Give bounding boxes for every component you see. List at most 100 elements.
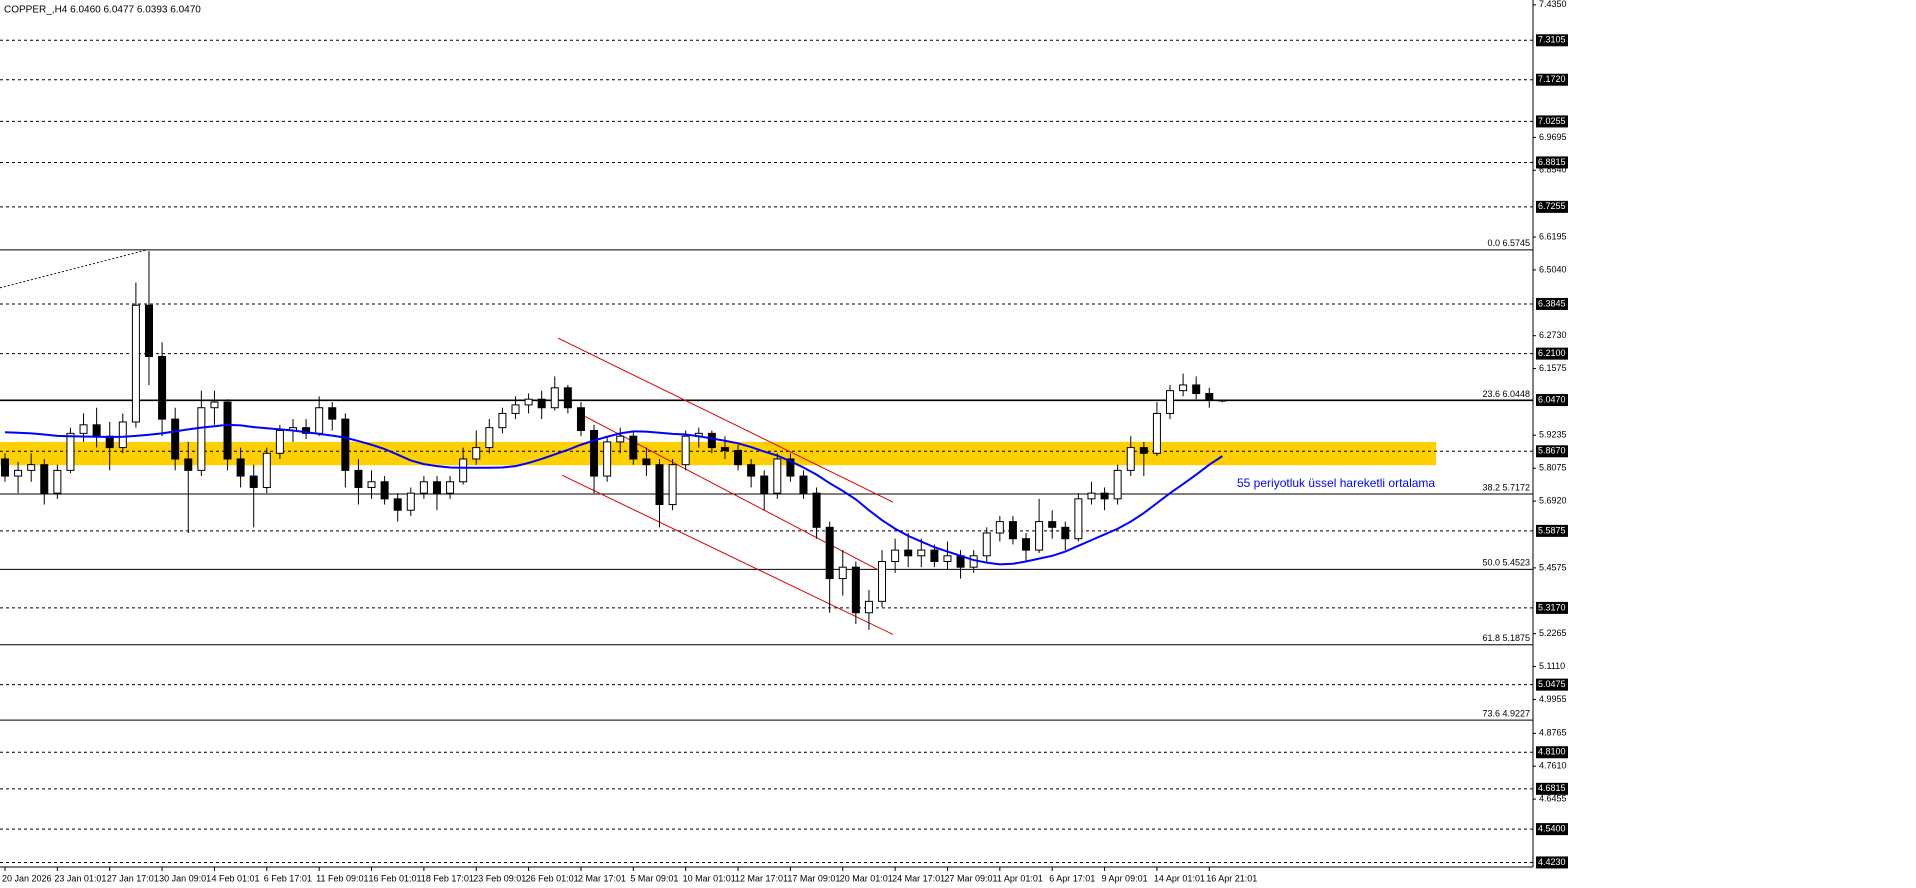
fib-label: 0.0 6.5745 xyxy=(1487,238,1530,248)
candle-body xyxy=(223,401,232,460)
candle-body xyxy=(367,481,376,488)
candle-body xyxy=(825,526,834,580)
candle-body xyxy=(917,549,926,557)
level-box xyxy=(1536,200,1568,213)
x-tick-label: 6 Feb 17:01 xyxy=(264,873,312,883)
y-tick-label: 4.8765 xyxy=(1539,728,1567,738)
level-box xyxy=(1536,34,1568,47)
x-tick-label: 23 Feb 09:01 xyxy=(473,873,526,883)
candle-body xyxy=(851,566,860,614)
x-tick-label: 16 Apr 21:01 xyxy=(1206,873,1257,883)
level-box xyxy=(1536,347,1568,360)
level-label: 6.7255 xyxy=(1538,201,1566,211)
candle-body xyxy=(249,475,258,488)
candle-body xyxy=(1113,469,1122,500)
y-tick-label: 6.8540 xyxy=(1539,165,1567,175)
price-box xyxy=(1536,394,1568,407)
y-tick-label: 4.9955 xyxy=(1539,694,1567,704)
level-label: 4.6815 xyxy=(1538,783,1566,793)
y-tick-label: 5.2265 xyxy=(1539,628,1567,638)
candle-body xyxy=(720,447,729,451)
level-label: 5.0475 xyxy=(1538,679,1566,689)
level-box xyxy=(1536,746,1568,759)
candle-body xyxy=(1205,392,1214,401)
level-label: 5.5875 xyxy=(1538,525,1566,535)
candle-body xyxy=(943,555,952,562)
y-tick-label: 6.2730 xyxy=(1539,330,1567,340)
x-tick-label: 23 Jan 01:01 xyxy=(54,873,106,883)
candle-body xyxy=(118,421,127,449)
fib-label: 50.0 5.4523 xyxy=(1482,558,1530,568)
level-box xyxy=(1536,524,1568,537)
level-box xyxy=(1536,297,1568,310)
fib-label: 73.6 4.9227 xyxy=(1482,709,1530,719)
candle-body xyxy=(1048,521,1057,528)
y-tick-label: 5.8075 xyxy=(1539,463,1567,473)
trend-line xyxy=(0,250,147,288)
candle-body xyxy=(1100,492,1109,500)
candle-body xyxy=(707,432,716,449)
candle-body xyxy=(864,600,873,614)
x-tick-label: 2 Mar 17:01 xyxy=(578,873,626,883)
candle-body xyxy=(904,549,913,557)
x-tick-label: 10 Mar 01:01 xyxy=(683,873,736,883)
level-box xyxy=(1536,445,1568,458)
level-label: 4.8100 xyxy=(1538,747,1566,757)
level-box xyxy=(1536,782,1568,795)
level-label: 5.8670 xyxy=(1538,446,1566,456)
x-tick-label: 6 Apr 17:01 xyxy=(1049,873,1095,883)
x-tick-label: 9 Apr 09:01 xyxy=(1102,873,1148,883)
y-tick-label: 5.4575 xyxy=(1539,562,1567,572)
candle-body xyxy=(341,418,350,471)
x-tick-label: 20 Jan 2026 xyxy=(2,873,52,883)
candle-body xyxy=(197,407,206,471)
candle-body xyxy=(236,458,245,477)
candle-body xyxy=(459,458,468,483)
fib-label: 61.8 5.1875 xyxy=(1482,633,1530,643)
candle-body xyxy=(982,532,991,557)
candle-body xyxy=(40,464,49,494)
candle-body xyxy=(1035,521,1044,551)
level-label: 7.0255 xyxy=(1538,116,1566,126)
candle-body xyxy=(838,566,847,580)
candle-body xyxy=(158,355,167,420)
candle-body xyxy=(406,492,415,511)
x-tick-label: 17 Mar 09:01 xyxy=(787,873,840,883)
level-label: 7.3105 xyxy=(1538,35,1566,45)
candle-body xyxy=(66,432,75,471)
candle-body xyxy=(576,407,585,432)
candle-body xyxy=(1087,492,1096,500)
candle-body xyxy=(603,441,612,477)
candle-body xyxy=(393,498,402,511)
x-tick-label: 20 Mar 01:01 xyxy=(840,873,893,883)
candle-body xyxy=(760,475,769,494)
level-box xyxy=(1536,678,1568,691)
candle-body xyxy=(144,304,153,357)
candle-body xyxy=(930,549,939,562)
zone xyxy=(0,441,1436,466)
candle-body xyxy=(210,401,219,409)
ema-line xyxy=(4,423,1223,566)
candle-body xyxy=(1008,521,1017,540)
candle-body xyxy=(354,469,363,488)
level-box xyxy=(1536,601,1568,614)
candle-body xyxy=(681,435,690,466)
candle-body xyxy=(1218,399,1227,402)
x-tick-label: 12 Mar 17:01 xyxy=(735,873,788,883)
candle-body xyxy=(537,398,546,409)
candle-body xyxy=(642,458,651,466)
level-box xyxy=(1536,115,1568,128)
candle-body xyxy=(550,387,559,409)
candle-body xyxy=(878,560,887,602)
candle-body xyxy=(328,407,337,420)
level-box xyxy=(1536,73,1568,86)
candle-body xyxy=(655,464,664,506)
level-box xyxy=(1536,856,1568,869)
candle-body xyxy=(92,424,101,437)
y-tick-label: 6.9695 xyxy=(1539,132,1567,142)
y-tick-label: 4.7610 xyxy=(1539,761,1567,771)
fib-label: 23.6 6.0448 xyxy=(1482,389,1530,399)
candle-body xyxy=(1074,498,1083,540)
candle-body xyxy=(27,464,36,471)
x-tick-label: 24 Mar 17:01 xyxy=(892,873,945,883)
